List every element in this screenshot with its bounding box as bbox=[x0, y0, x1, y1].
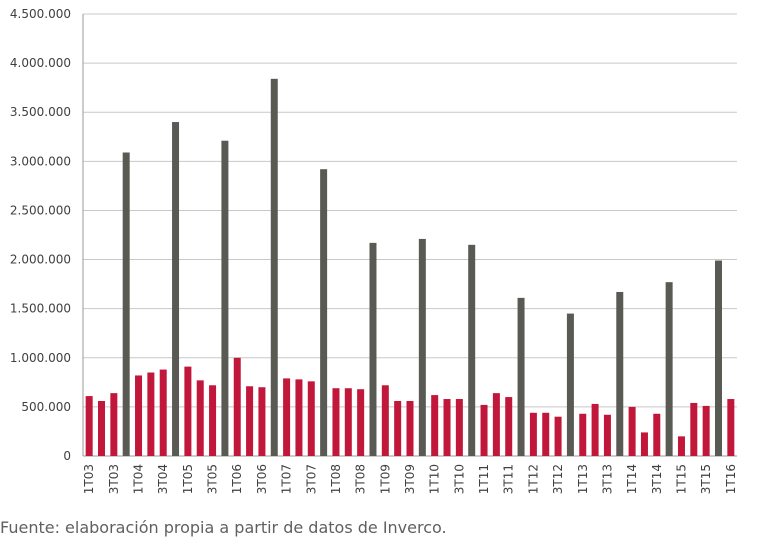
x-tick-label: 1T03 bbox=[82, 464, 96, 494]
bar-2T05 bbox=[196, 380, 204, 456]
x-tick-label: 1T12 bbox=[526, 464, 540, 494]
bar-2T04 bbox=[147, 372, 155, 456]
bar-2T06 bbox=[246, 386, 254, 456]
y-tick-label: 0 bbox=[63, 449, 71, 463]
x-axis: 1T03 3T03 1T04 3T04 1T05 3T05 1T06 3T06 1T07 3T07… bbox=[82, 464, 738, 494]
bar-1T14 bbox=[628, 406, 636, 456]
x-tick-label: 1T04 bbox=[132, 464, 146, 494]
x-tick-label: 3T04 bbox=[156, 464, 170, 494]
bar-4T09 bbox=[418, 238, 426, 456]
bar-1T09 bbox=[381, 385, 389, 456]
bars bbox=[85, 78, 735, 457]
bar-4T14 bbox=[665, 282, 673, 456]
bar-1T11 bbox=[480, 404, 488, 456]
y-tick-label: 1.000.000 bbox=[10, 351, 71, 365]
x-tick-label: 3T13 bbox=[600, 464, 614, 494]
bar-4T12 bbox=[566, 313, 574, 456]
bar-1T10 bbox=[431, 395, 439, 456]
x-tick-label: 1T08 bbox=[329, 464, 343, 494]
x-tick-label: 3T09 bbox=[403, 464, 417, 494]
bar-1T13 bbox=[579, 413, 587, 456]
x-tick-label: 1T06 bbox=[230, 464, 244, 494]
bar-3T08 bbox=[357, 389, 365, 456]
y-tick-label: 1.500.000 bbox=[10, 302, 71, 316]
x-tick-label: 1T14 bbox=[625, 464, 639, 494]
bar-2T15 bbox=[690, 402, 698, 456]
bar-1T05 bbox=[184, 366, 192, 456]
bar-3T14 bbox=[653, 413, 661, 456]
bar-4T11 bbox=[517, 297, 525, 456]
bar-3T11 bbox=[505, 397, 513, 456]
bar-3T15 bbox=[702, 405, 710, 456]
bar-4T15 bbox=[714, 260, 722, 456]
x-tick-label: 3T15 bbox=[699, 464, 713, 494]
bar-4T05 bbox=[221, 140, 229, 456]
bar-2T12 bbox=[542, 412, 550, 456]
bar-4T04 bbox=[172, 122, 180, 457]
bar-3T13 bbox=[603, 414, 611, 456]
x-tick-label: 3T03 bbox=[107, 464, 121, 494]
y-tick-label: 3.000.000 bbox=[10, 154, 71, 168]
bar-1T15 bbox=[677, 436, 685, 456]
y-tick-label: 4.000.000 bbox=[10, 56, 71, 70]
bar-3T09 bbox=[406, 400, 414, 456]
x-tick-label: 1T09 bbox=[378, 464, 392, 494]
bar-3T03 bbox=[110, 393, 118, 456]
x-tick-label: 1T10 bbox=[428, 464, 442, 494]
x-tick-label: 3T14 bbox=[650, 464, 664, 494]
bar-1T06 bbox=[233, 357, 241, 456]
x-tick-label: 3T05 bbox=[206, 464, 220, 494]
y-tick-label: 500.000 bbox=[21, 400, 71, 414]
bar-4T08 bbox=[369, 242, 377, 456]
bar-3T04 bbox=[159, 369, 167, 456]
bar-1T16 bbox=[727, 399, 735, 456]
bar-2T14 bbox=[640, 432, 648, 456]
bar-1T12 bbox=[529, 412, 537, 456]
bar-3T07 bbox=[307, 381, 315, 456]
x-tick-label: 1T13 bbox=[576, 464, 590, 494]
bar-2T03 bbox=[98, 400, 106, 456]
y-tick-label: 2.500.000 bbox=[10, 203, 71, 217]
bar-2T08 bbox=[344, 388, 352, 456]
x-tick-label: 3T07 bbox=[304, 464, 318, 494]
bar-4T07 bbox=[320, 169, 328, 457]
x-tick-label: 3T08 bbox=[354, 464, 368, 494]
x-tick-label: 1T15 bbox=[674, 464, 688, 494]
bar-2T13 bbox=[591, 403, 599, 456]
source-note: Fuente: elaboración propia a partir de d… bbox=[0, 518, 447, 537]
bar-2T10 bbox=[443, 399, 451, 456]
bar-3T05 bbox=[209, 385, 217, 456]
x-tick-label: 1T11 bbox=[477, 464, 491, 494]
bar-4T06 bbox=[270, 78, 278, 457]
x-tick-label: 1T16 bbox=[724, 464, 738, 494]
gridlines bbox=[82, 13, 737, 457]
bar-1T07 bbox=[283, 378, 291, 456]
bar-1T03 bbox=[85, 396, 93, 456]
bar-2T11 bbox=[492, 393, 500, 456]
bar-4T03 bbox=[122, 152, 130, 456]
bar-1T08 bbox=[332, 388, 340, 456]
bar-2T09 bbox=[394, 400, 402, 456]
x-tick-label: 3T12 bbox=[551, 464, 565, 494]
bar-1T04 bbox=[135, 375, 143, 456]
bar-3T12 bbox=[554, 416, 562, 456]
y-tick-label: 4.500.000 bbox=[10, 7, 71, 21]
bar-3T06 bbox=[258, 387, 266, 456]
x-tick-label: 3T06 bbox=[255, 464, 269, 494]
y-tick-label: 2.000.000 bbox=[10, 253, 71, 267]
x-tick-label: 3T11 bbox=[502, 464, 516, 494]
x-tick-label: 3T10 bbox=[452, 464, 466, 494]
bar-4T10 bbox=[468, 244, 476, 456]
y-axis: 0 500.000 1.000.000 1.500.000 2.000.000 2.500… bbox=[10, 7, 71, 463]
bar-2T07 bbox=[295, 379, 303, 456]
bar-3T10 bbox=[455, 399, 463, 456]
x-tick-label: 1T05 bbox=[181, 464, 195, 494]
bar-4T13 bbox=[616, 291, 624, 456]
x-tick-label: 1T07 bbox=[280, 464, 294, 494]
y-tick-label: 3.500.000 bbox=[10, 105, 71, 119]
